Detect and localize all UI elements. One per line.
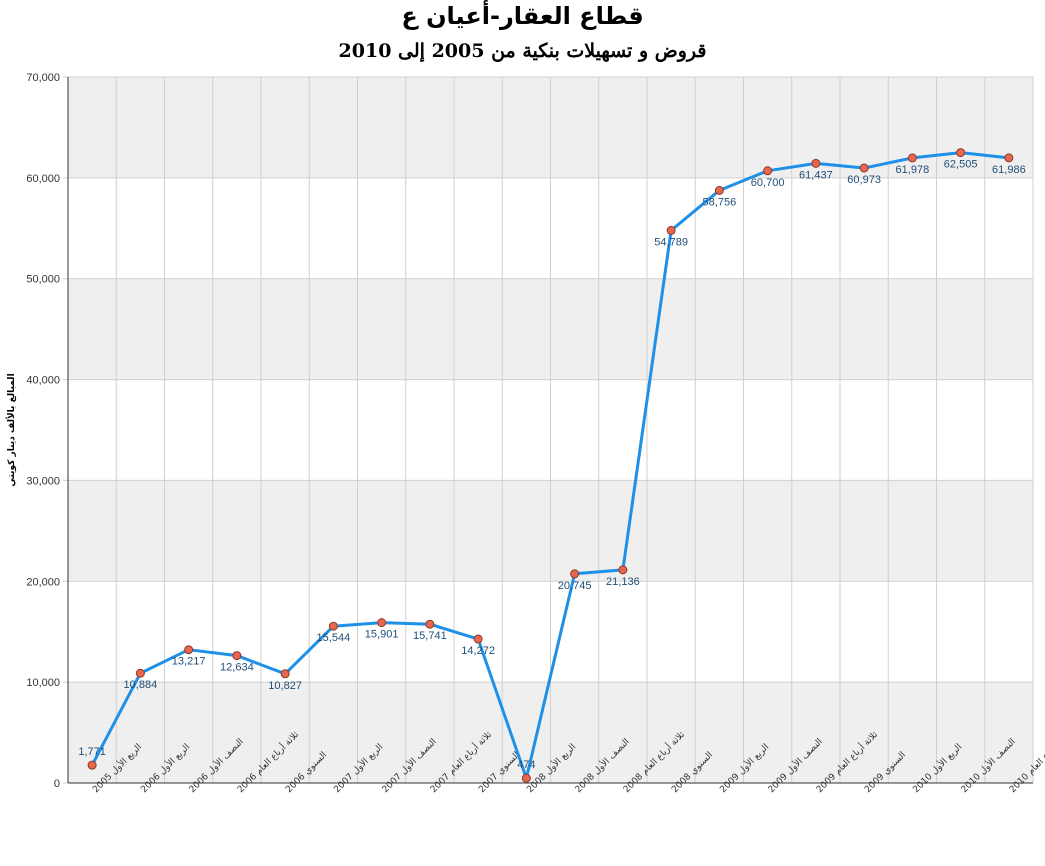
data-point — [763, 166, 773, 176]
data-point — [521, 773, 531, 783]
data-point — [1004, 153, 1014, 163]
data-point — [135, 668, 145, 678]
data-label: 60,700 — [751, 177, 785, 189]
data-point — [377, 618, 387, 628]
data-point — [280, 669, 290, 679]
data-point — [184, 645, 194, 655]
y-tick-label: 20,000 — [26, 576, 60, 588]
y-tick-label: 10,000 — [26, 677, 60, 689]
data-label: 1,771 — [78, 746, 106, 758]
y-tick-label: 40,000 — [26, 375, 60, 387]
data-label: 20,745 — [558, 580, 592, 592]
data-point — [666, 225, 676, 235]
data-label: 15,901 — [365, 629, 399, 641]
data-label: 12,634 — [220, 662, 254, 674]
y-tick-label: 50,000 — [26, 274, 60, 286]
data-point — [714, 185, 724, 195]
data-label: 60,973 — [847, 174, 881, 186]
data-point — [618, 565, 628, 575]
data-label: 21,136 — [606, 576, 640, 588]
data-label: 62,505 — [944, 159, 978, 171]
data-point — [425, 619, 435, 629]
data-label: 10,884 — [124, 679, 158, 691]
series-line — [90, 151, 1010, 780]
data-point — [811, 158, 821, 168]
data-point — [859, 163, 869, 173]
data-point — [907, 153, 917, 163]
chart-title: قطاع العقار-أعيان ع — [401, 2, 644, 30]
data-point — [956, 148, 966, 158]
data-label: 61,978 — [896, 164, 930, 176]
data-label: 14,272 — [461, 645, 495, 657]
data-label: 15,741 — [413, 630, 447, 642]
data-label: 61,437 — [799, 169, 833, 181]
data-label: 474 — [517, 759, 535, 771]
y-axis-label: المبالغ بالألف دينار كويتي — [5, 373, 17, 486]
y-tick-label: 70,000 — [26, 72, 60, 84]
y-tick-label: 60,000 — [26, 173, 60, 185]
data-label: 13,217 — [172, 656, 206, 668]
data-label: 15,544 — [317, 632, 351, 644]
y-tick-label: 0 — [54, 778, 60, 790]
data-label: 54,789 — [654, 236, 688, 248]
data-point — [232, 651, 242, 661]
data-label: 10,827 — [268, 680, 302, 692]
data-label: 61,986 — [992, 164, 1026, 176]
data-point — [87, 760, 97, 770]
data-label: 58,756 — [703, 196, 737, 208]
data-point — [328, 621, 338, 631]
data-point — [570, 569, 580, 579]
data-point — [473, 634, 483, 644]
y-tick-label: 30,000 — [26, 475, 60, 487]
chart-subtitle: قروض و تسهيلات بنكية من 2005 إلى 2010 — [338, 40, 707, 62]
